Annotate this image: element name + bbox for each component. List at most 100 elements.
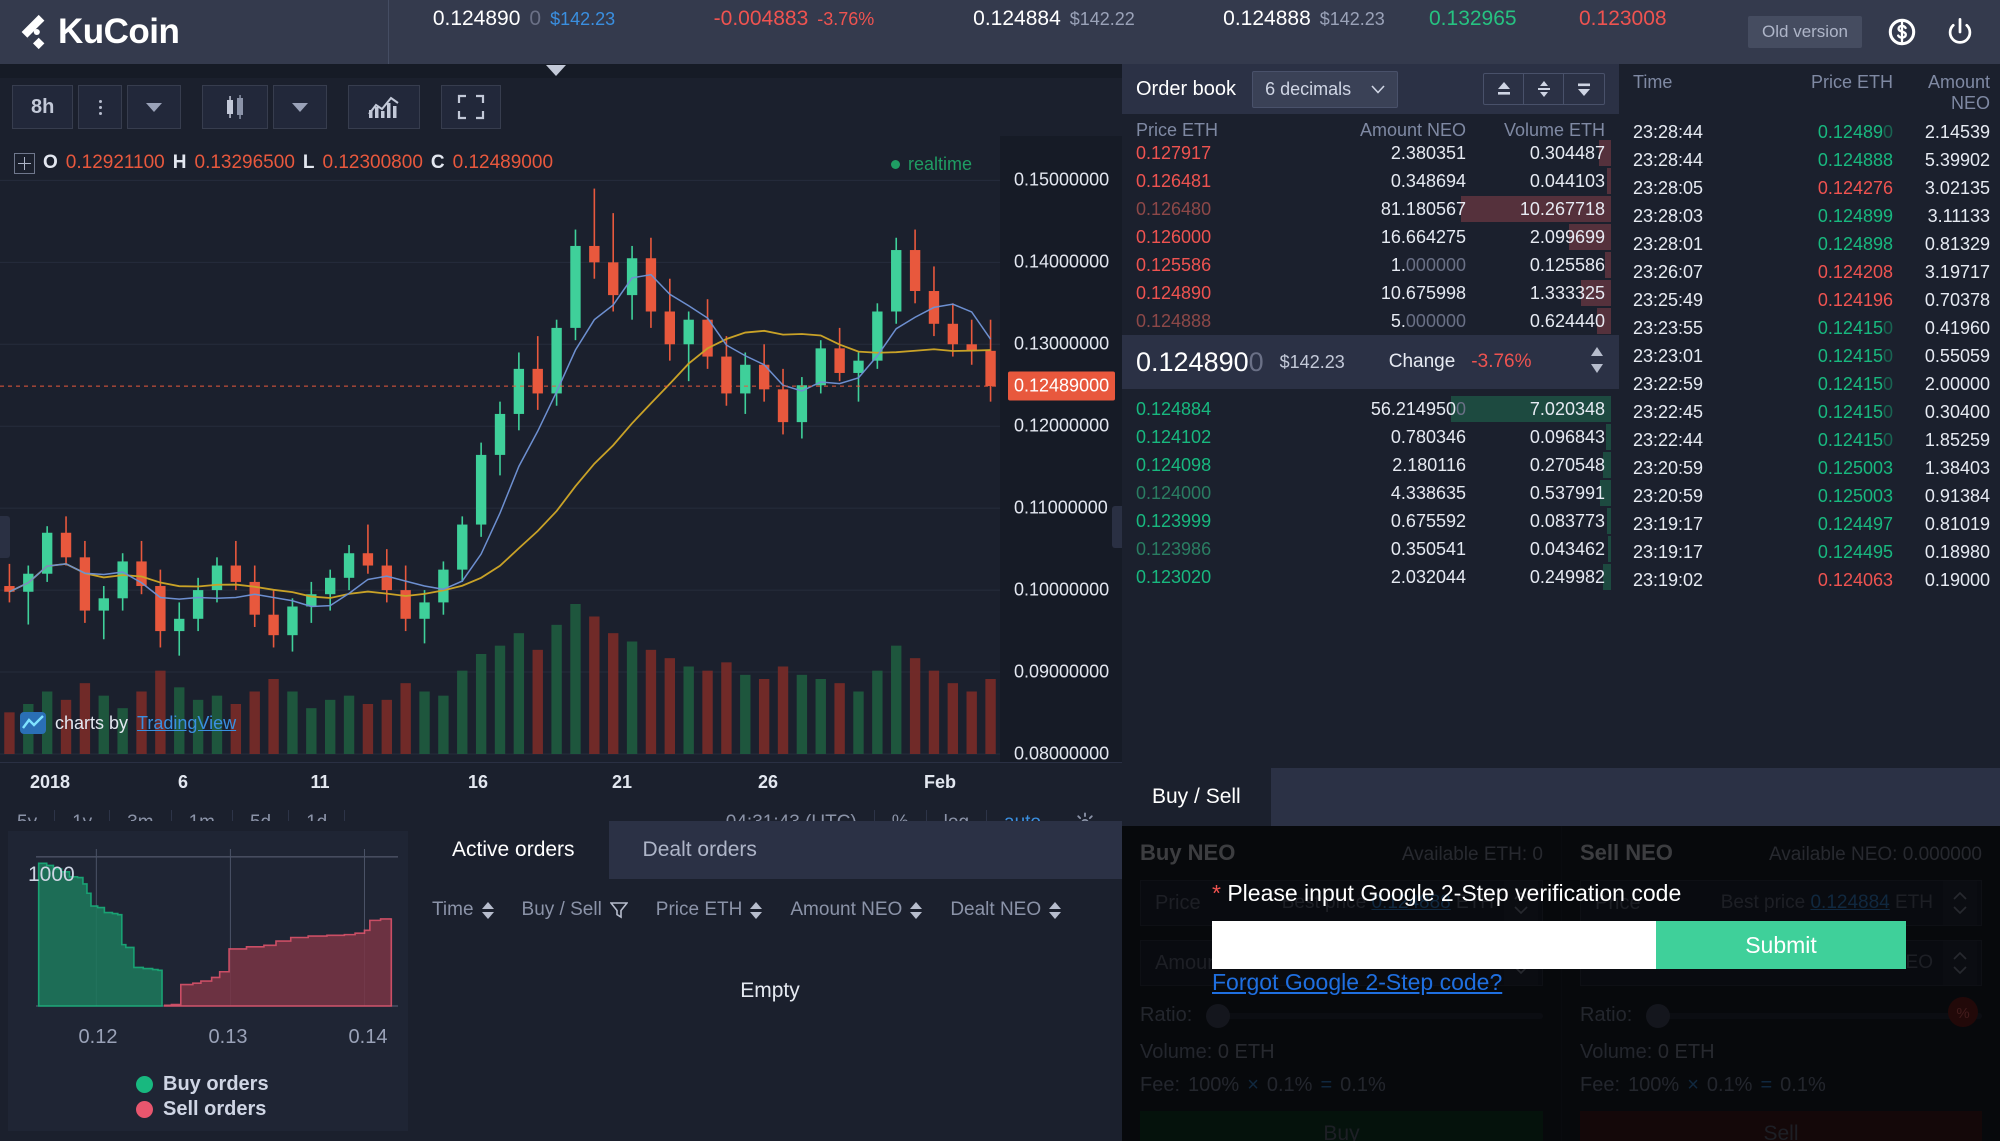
order-book-row[interactable]: 0.123986 0.350541 0.043462 [1122,535,1619,563]
brand-logo[interactable]: KuCoin [0,0,388,64]
sort-icon [1049,901,1062,919]
trade-history-row[interactable]: 23:20:59 0.125003 0.91384 [1619,482,2000,510]
ask-price: 0.124888 [1223,7,1311,30]
verification-code-input[interactable] [1212,921,1656,969]
stat-change: -0.004883 -3.76% [659,2,929,31]
order-book-row[interactable]: 0.124098 2.180116 0.270548 [1122,451,1619,479]
time-tick: 26 [757,772,779,792]
order-book-row[interactable]: 0.125586 1.000000 0.125586 [1122,251,1619,279]
trade-history-row[interactable]: 23:22:45 0.124150 0.30400 [1619,398,2000,426]
buy-sell-tabs: Buy / Sell [1122,768,2000,826]
price-axis[interactable]: 0.15000000 0.14000000 0.13000000 0.12000000… [1002,136,1122,764]
interval-button[interactable]: 8h [12,85,74,129]
trade-history-row[interactable]: 23:19:17 0.124495 0.18980 [1619,538,2000,566]
order-book-row[interactable]: 0.126480 81.180567 10.267718 [1122,195,1619,223]
ob-price: 0.124890 [1136,282,1212,303]
depth-chart-legend: Buy orders Sell orders [8,1073,408,1123]
order-book-row[interactable]: 0.124102 0.780346 0.096843 [1122,423,1619,451]
trade-history-row[interactable]: 23:19:02 0.124063 0.19000 [1619,566,2000,594]
order-book-row[interactable]: 0.124888 5.000000 0.624440 [1122,307,1619,335]
tab-dealt-orders[interactable]: Dealt orders [642,838,757,861]
ob-volume: 0.304487 [1529,142,1605,163]
ob-amount: 1.000000 [1390,254,1466,275]
order-book-row[interactable]: 0.127917 2.380351 0.304487 [1122,139,1619,167]
trade-history-row[interactable]: 23:28:03 0.124899 3.11133 [1619,202,2000,230]
dollar-icon[interactable] [1884,14,1920,50]
order-book-row[interactable]: 0.124884 56.2149500 7.020348 [1122,395,1619,423]
trade-history-row[interactable]: 23:20:59 0.125003 1.38403 [1619,454,2000,482]
power-icon[interactable] [1942,14,1978,50]
order-book-row[interactable]: 0.124000 4.338635 0.537991 [1122,479,1619,507]
chevron-down-icon [1371,84,1385,94]
time-axis[interactable]: 2018 6 11 16 21 26 Feb [0,762,1122,800]
trade-history-rows[interactable]: 23:28:44 0.124890 2.14539 23:28:44 0.124888 5… [1619,118,2000,594]
orders-col-time[interactable]: Time [432,899,494,921]
fullscreen-button[interactable] [441,85,502,129]
trade-history-row[interactable]: 23:28:05 0.124276 3.02135 [1619,174,2000,202]
interval-dropdown-button[interactable] [127,85,182,129]
decimals-select[interactable]: 6 decimals [1252,70,1399,108]
trade-history-row[interactable]: 23:22:59 0.124150 2.00000 [1619,370,2000,398]
chart-right-drag-handle[interactable] [1112,506,1122,548]
chart-style-button[interactable] [202,85,269,129]
legend-label: Buy orders [163,1073,269,1095]
order-book-view-toggle [1483,73,1605,105]
indicators-icon [368,96,399,118]
th-price: 0.124899 [1817,205,1893,226]
orders-col-price[interactable]: Price ETH [656,899,763,921]
trade-history-row[interactable]: 23:25:49 0.124196 0.70378 [1619,286,2000,314]
tradingview-link[interactable]: TradingView [137,712,237,733]
trade-history-row[interactable]: 23:19:17 0.124497 0.81019 [1619,510,2000,538]
asks-only-icon[interactable] [1484,74,1524,104]
order-book-row[interactable]: 0.126481 0.348694 0.044103 [1122,167,1619,195]
order-book-row[interactable]: 0.123020 2.032044 0.249982 [1122,563,1619,591]
th-amount: 0.70378 [1924,289,1990,310]
trade-history-row[interactable]: 23:22:44 0.124150 1.85259 [1619,426,2000,454]
sort-updown-icon[interactable] [1589,345,1605,380]
legend-label: Sell orders [163,1098,267,1120]
orders-col-amount[interactable]: Amount NEO [790,899,923,921]
th-time: 23:28:03 [1633,205,1704,226]
google-2fa-modal: * Please input Google 2-Step verificatio… [1212,880,1916,996]
trade-history-row[interactable]: 23:23:01 0.124150 0.55059 [1619,342,2000,370]
bids-only-icon[interactable] [1564,74,1604,104]
th-price: 0.125003 [1817,457,1893,478]
depth-chart-panel: 1000 0.12 0.13 0.14 Buy orders Sell orders [0,821,418,1141]
ob-volume: 0.044103 [1529,170,1605,191]
forgot-2fa-link[interactable]: Forgot Google 2-Step code? [1212,969,1503,995]
order-book-row[interactable]: 0.124890 10.675998 1.333325 [1122,279,1619,307]
order-book-bids[interactable]: 0.124884 56.2149500 7.020348 0.124102 0.7803… [1122,395,1619,591]
tab-buy-sell[interactable]: Buy / Sell [1122,768,1271,826]
kucoin-logo-icon [21,14,45,50]
submit-button[interactable]: Submit [1656,921,1906,969]
price-chart-canvas[interactable] [0,136,1000,762]
depth-chart-inner[interactable]: 1000 0.12 0.13 0.14 Buy orders Sell orders [8,831,408,1131]
trade-history-row[interactable]: 23:28:01 0.124898 0.81329 [1619,230,2000,258]
interval-more-button[interactable] [78,85,123,129]
indicators-button[interactable] [348,85,421,129]
tab-active-orders[interactable]: Active orders [418,821,609,879]
order-book-row[interactable]: 0.126000 16.664275 2.099699 [1122,223,1619,251]
chevron-down-icon [146,102,163,112]
old-version-button[interactable]: Old version [1748,16,1862,48]
th-price: 0.124150 [1817,373,1893,394]
ob-amount: 2.380351 [1390,142,1466,163]
chart-left-drag-handle[interactable] [0,516,10,558]
order-book-asks[interactable]: 0.127917 2.380351 0.304487 0.126481 0.348694… [1122,139,1619,335]
stat-low-24h: 0.123008 [1579,2,1729,31]
orders-col-buysell[interactable]: Buy / Sell [522,899,628,921]
both-sides-icon[interactable] [1524,74,1564,104]
panel-collapse-caret-icon[interactable] [545,64,567,78]
change-pct: -3.76% [817,9,875,29]
add-indicator-icon[interactable] [14,152,35,174]
th-time: 23:19:17 [1633,513,1704,534]
ob-price: 0.124098 [1136,454,1212,475]
trade-history-row[interactable]: 23:28:44 0.124888 5.39902 [1619,146,2000,174]
orders-col-dealt[interactable]: Dealt NEO [950,899,1062,921]
trade-history-row[interactable]: 23:23:55 0.124150 0.41960 [1619,314,2000,342]
tradingview-attribution: charts by TradingView [20,712,236,734]
order-book-row[interactable]: 0.123999 0.675592 0.083773 [1122,507,1619,535]
chart-style-dropdown-button[interactable] [273,85,328,129]
trade-history-row[interactable]: 23:26:07 0.124208 3.19717 [1619,258,2000,286]
trade-history-row[interactable]: 23:28:44 0.124890 2.14539 [1619,118,2000,146]
